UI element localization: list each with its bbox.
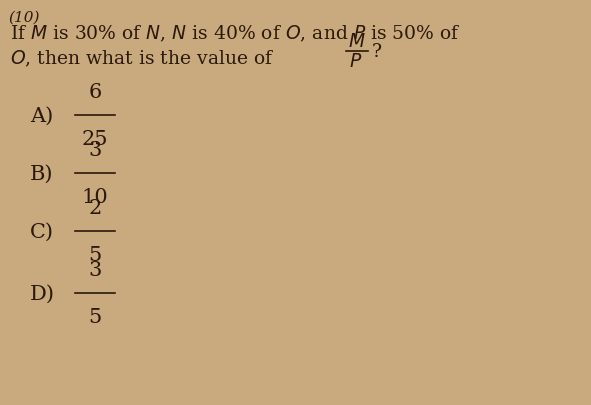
- Text: ?: ?: [372, 43, 382, 61]
- Text: B): B): [30, 164, 54, 183]
- Text: 5: 5: [89, 245, 102, 264]
- Text: $O$, then what is the value of: $O$, then what is the value of: [10, 49, 275, 69]
- Text: 6: 6: [89, 83, 102, 102]
- Text: 5: 5: [89, 307, 102, 326]
- Text: 3: 3: [88, 141, 102, 160]
- Text: 3: 3: [88, 260, 102, 279]
- Text: (10): (10): [8, 11, 40, 25]
- Text: D): D): [30, 284, 55, 303]
- Text: $M$: $M$: [348, 33, 366, 51]
- Text: A): A): [30, 106, 53, 125]
- Text: $P$: $P$: [349, 53, 362, 71]
- Text: 2: 2: [89, 198, 102, 217]
- Text: C): C): [30, 222, 54, 241]
- Text: 10: 10: [82, 188, 108, 207]
- Text: If $M$ is 30% of $N$, $N$ is 40% of $O$, and $P$ is 50% of: If $M$ is 30% of $N$, $N$ is 40% of $O$,…: [10, 24, 461, 44]
- Text: 25: 25: [82, 130, 108, 149]
